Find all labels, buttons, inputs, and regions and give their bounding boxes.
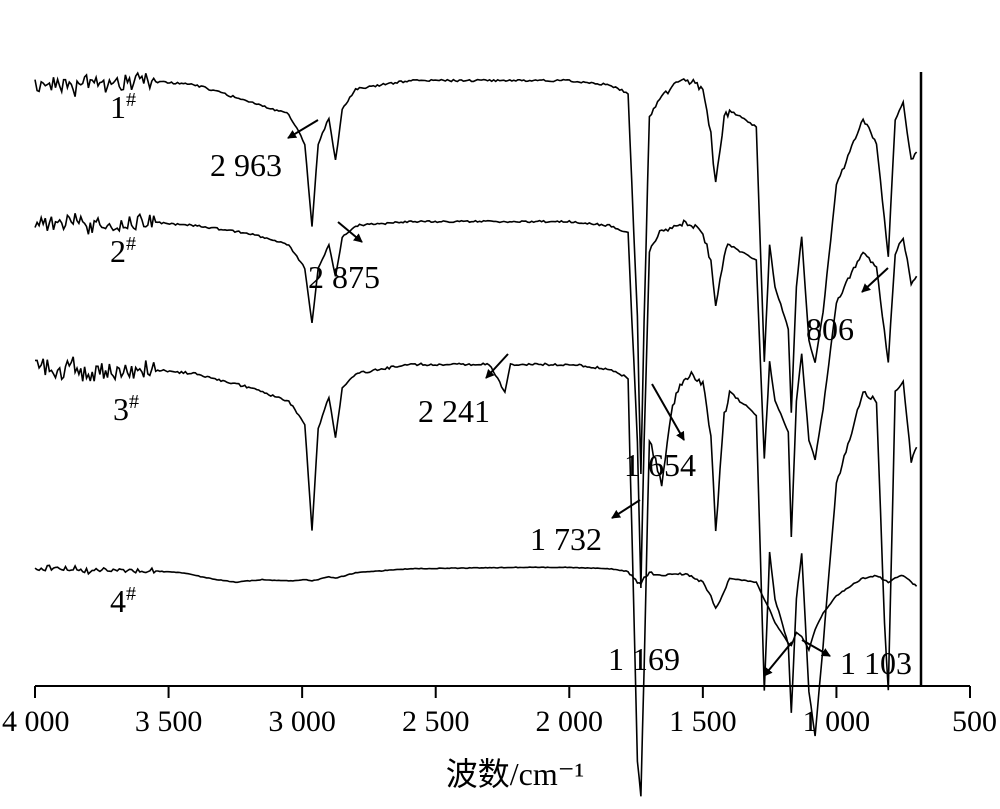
spectrum-line-2	[34, 212, 918, 589]
annotation-arrow	[763, 641, 793, 677]
spectrum-line-3	[35, 356, 918, 797]
x-tick-label: 3 000	[268, 705, 336, 738]
spectrum-line-4	[34, 564, 918, 653]
x-tick-label: 2 500	[402, 705, 470, 738]
annotation-arrow	[287, 119, 319, 139]
spectra-series-layer: 1# 2# 3# 4#	[34, 71, 918, 797]
annotation-layer: 2 963 2 875 2 241 1 654 1 732 806 1 169 1 103	[210, 119, 912, 681]
annotation-arrow	[611, 499, 641, 519]
x-axis-label: 波数/cm⁻¹	[446, 756, 584, 792]
x-tick-label: 1 000	[803, 705, 871, 738]
series-label-2: 2#	[110, 233, 136, 269]
annotation-label: 1 654	[624, 447, 696, 483]
x-tick-label: 2 000	[536, 705, 604, 738]
x-tick-label: 3 500	[135, 705, 203, 738]
annotation-arrow	[801, 639, 831, 657]
annotation-label: 2 875	[308, 259, 380, 295]
annotation-label: 2 963	[210, 147, 282, 183]
annotation-label: 806	[806, 311, 854, 347]
series-label-1: 1#	[110, 89, 136, 125]
annotation-arrow	[651, 383, 685, 441]
spectrum-line-1	[34, 71, 918, 475]
annotation-label: 1 169	[608, 641, 680, 677]
x-axis: 4 000 3 500 3 000 2 500 2 000 1 500 1 000 500	[2, 72, 997, 738]
annotation-label: 2 241	[418, 393, 490, 429]
annotation-label: 1 732	[530, 521, 602, 557]
x-tick-label: 4 000	[2, 705, 70, 738]
annotation-label: 1 103	[840, 645, 912, 681]
x-tick-label: 1 500	[669, 705, 737, 738]
series-label-3: 3#	[113, 391, 139, 427]
annotation-arrow	[337, 221, 363, 243]
series-label-4: 4#	[110, 583, 136, 619]
x-tick-label: 500	[952, 705, 997, 738]
annotation-arrow	[485, 353, 509, 379]
annotation-arrow	[861, 267, 889, 293]
